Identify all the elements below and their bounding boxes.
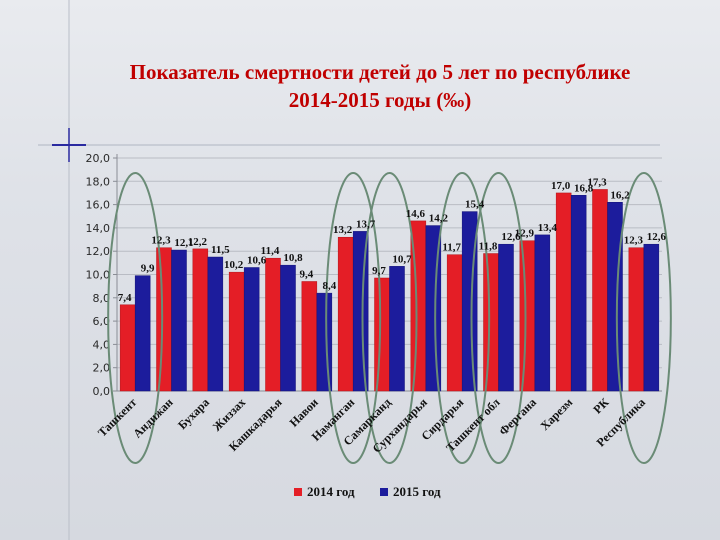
category-label: Бухара: [175, 395, 212, 432]
data-label: 12,6: [647, 231, 667, 243]
bar: [337, 236, 354, 392]
data-label: 14,6: [406, 208, 426, 220]
y-tick-label: 6,0: [93, 315, 111, 328]
bar: [534, 234, 551, 392]
bar: [374, 277, 390, 392]
chart-title-line-2: 2014-2015 годы (‰): [288, 88, 472, 112]
bar: [119, 304, 136, 392]
category-label: Фергана: [496, 395, 539, 438]
y-tick-label: 20,0: [86, 152, 111, 165]
chart-bars: [119, 189, 660, 392]
data-label: 11,4: [261, 245, 280, 257]
highlight-ellipse: [107, 172, 164, 464]
data-label: 10,2: [224, 259, 244, 271]
data-label: 10,6: [247, 255, 267, 267]
highlight-ellipse: [325, 172, 382, 464]
data-label: 15,4: [465, 199, 485, 211]
data-label: 8,4: [322, 280, 336, 292]
data-label: 13,4: [538, 222, 558, 234]
highlight-ellipse: [361, 172, 418, 464]
y-tick-label: 8,0: [93, 292, 111, 305]
data-label: 7,4: [118, 292, 132, 304]
category-label: Навои: [287, 395, 321, 429]
data-label: 9,9: [141, 263, 155, 275]
data-label: 9,4: [299, 268, 313, 280]
bar: [316, 292, 333, 392]
y-tick-label: 2,0: [93, 362, 111, 375]
data-label: 12,2: [188, 236, 208, 248]
data-label: 16,2: [610, 189, 630, 201]
bar: [607, 202, 623, 392]
highlight-ellipse: [470, 172, 527, 464]
category-label: РК: [590, 395, 611, 416]
y-tick-label: 16,0: [86, 199, 111, 212]
y-tick-label: 4,0: [93, 338, 111, 351]
y-tick-label: 12,0: [86, 245, 111, 258]
bar: [265, 257, 281, 392]
bar: [555, 192, 572, 392]
bar: [134, 275, 151, 392]
bar: [171, 249, 187, 392]
chart-legend: 2014 год 2015 год: [294, 484, 441, 499]
data-label: 12,1: [174, 237, 193, 249]
y-tick-label: 0,0: [93, 385, 111, 398]
bar: [519, 240, 536, 392]
legend-label: 2014 год: [307, 484, 355, 499]
data-label: 9,7: [372, 265, 386, 277]
bar: [483, 253, 499, 392]
chart-title-line-1: Показатель смертности детей до 5 лет по …: [129, 60, 631, 84]
data-label: 17,0: [551, 180, 571, 192]
chart-title: Показатель смертности детей до 5 лет по …: [40, 58, 720, 114]
bar: [243, 267, 260, 392]
bar: [570, 195, 587, 392]
category-label: Харезм: [537, 395, 575, 433]
bar: [156, 247, 172, 392]
bar: [301, 281, 318, 392]
chart-highlight-ellipses: [107, 172, 672, 464]
bar: [207, 256, 224, 392]
data-label: 11,8: [479, 241, 498, 253]
slide-decoration: [38, 0, 660, 540]
data-label: 11,5: [211, 244, 230, 256]
bar: [643, 243, 660, 392]
chart-value-labels: 7,49,912,3 12,112,211,510,2 10,611,410,89,…: [118, 176, 667, 303]
data-label: 13,7: [356, 218, 376, 230]
bar: [446, 254, 463, 392]
data-label: 14,2: [429, 213, 449, 225]
bar: [628, 247, 645, 392]
highlight-ellipse: [434, 172, 491, 464]
data-label: 10,8: [283, 252, 303, 264]
bar: [592, 189, 608, 392]
y-tick-label: 18,0: [86, 175, 111, 188]
legend-swatch: [380, 488, 388, 496]
y-tick-label: 14,0: [86, 222, 111, 235]
data-label: 12,9: [515, 228, 535, 240]
legend-swatch: [294, 488, 302, 496]
data-label: 16,8: [574, 182, 594, 194]
data-label: 12,3: [151, 235, 171, 247]
y-tick-label: 10,0: [86, 269, 111, 282]
bar: [389, 266, 405, 392]
data-label: 13,2: [333, 224, 353, 236]
bar: [228, 271, 245, 392]
data-label: 12,6: [501, 231, 521, 243]
bar: [192, 248, 209, 392]
highlight-ellipse: [615, 172, 672, 464]
category-label: Андижан: [130, 395, 175, 440]
data-label: 11,7: [442, 242, 461, 254]
bar: [498, 243, 514, 392]
data-label: 17,3: [587, 176, 607, 188]
data-label: 12,3: [624, 235, 644, 247]
bar: [280, 264, 296, 392]
data-label: 10,7: [392, 253, 412, 265]
legend-label: 2015 год: [393, 484, 441, 499]
